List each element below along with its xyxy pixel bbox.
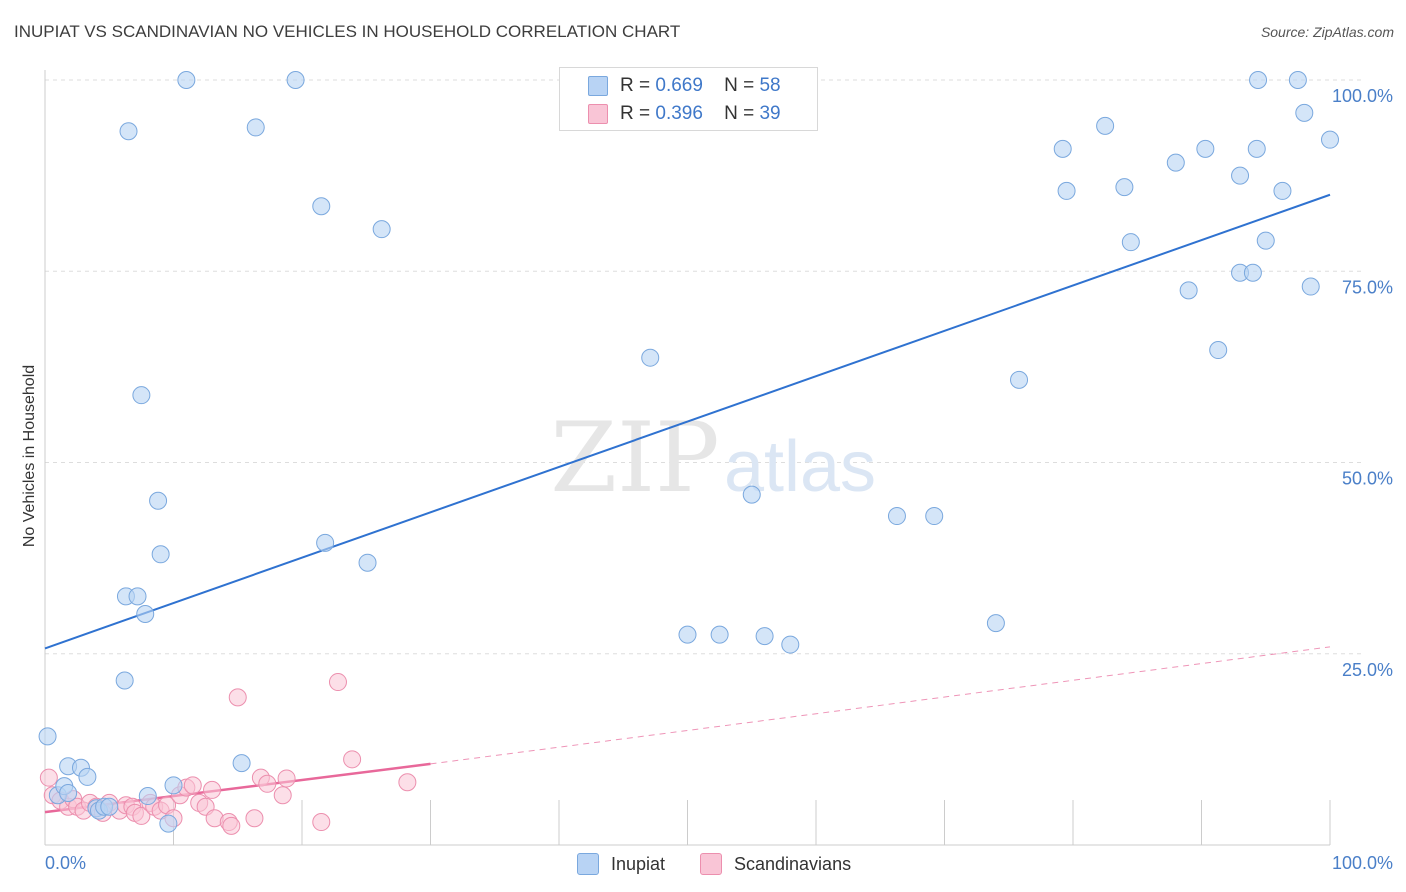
- inupiat-point-45: [1166, 153, 1185, 172]
- y-tick-label-100: 100.0%: [1332, 86, 1393, 106]
- watermark: ZIP atlas: [550, 402, 876, 514]
- scandinavians-trend-extension: [430, 646, 1331, 765]
- inupiat-point-21: [164, 776, 183, 795]
- grid-lines: [45, 79, 1365, 655]
- inupiat-point-18: [149, 491, 168, 510]
- scandinavians-point-31: [245, 809, 264, 828]
- scandinavians-point-0: [39, 768, 58, 787]
- inupiat-point-11: [115, 671, 134, 690]
- y-tick-label-75: 75.0%: [1342, 277, 1393, 297]
- inupiat-point-26: [312, 197, 331, 216]
- inupiat-point-6: [78, 767, 97, 786]
- source-label: Source: ZipAtlas.com: [1260, 24, 1394, 40]
- inupiat-point-47: [1196, 139, 1215, 158]
- inupiat-point-28: [358, 553, 377, 572]
- inupiat-point-24: [246, 118, 265, 137]
- inupiat-point-58: [1301, 277, 1320, 296]
- inupiat-swatch: [588, 76, 608, 96]
- inupiat-legend-label: Inupiat: [611, 853, 666, 874]
- inupiat-trend-line: [44, 193, 1331, 650]
- scandinavians-point-33: [258, 774, 277, 793]
- legend-text-scandinavians: R = 0.396 N = 39: [620, 103, 781, 124]
- inupiat-point-34: [755, 627, 774, 646]
- inupiat-point-48: [1209, 341, 1228, 360]
- inupiat-point-42: [1096, 116, 1115, 135]
- inupiat-point-52: [1247, 139, 1266, 158]
- inupiat-point-32: [710, 625, 729, 644]
- inupiat-point-44: [1121, 233, 1140, 252]
- inupiat-point-53: [1249, 71, 1268, 89]
- inupiat-point-4: [59, 783, 78, 802]
- inupiat-point-17: [138, 787, 157, 806]
- inupiat-point-16: [136, 604, 155, 623]
- inupiat-point-29: [372, 220, 391, 239]
- inupiat-point-37: [925, 507, 944, 526]
- scandinavians-swatch: [588, 104, 608, 124]
- y-tick-label-50: 50.0%: [1342, 469, 1393, 489]
- scandinavians-point-15: [132, 806, 151, 825]
- scandinavians-point-29: [222, 816, 241, 835]
- inupiat-point-39: [1010, 370, 1029, 389]
- inupiat-point-56: [1288, 71, 1307, 89]
- tick-labels: 25.0% 50.0% 75.0% 100.0% 0.0% 100.0%: [45, 86, 1393, 873]
- inupiat-point-30: [641, 348, 660, 367]
- inupiat-point-20: [159, 814, 178, 833]
- inupiat-point-35: [781, 635, 800, 654]
- legend-text-inupiat: R = 0.669 N = 58: [620, 75, 781, 96]
- scandinavians-point-34: [273, 786, 292, 805]
- inupiat-point-55: [1273, 181, 1292, 200]
- x-tick-label-max: 100.0%: [1332, 853, 1393, 873]
- inupiat-point-38: [986, 614, 1005, 633]
- inupiat-point-23: [232, 754, 251, 773]
- inupiat-point-51: [1243, 263, 1262, 282]
- scandinavians-point-30: [228, 688, 247, 707]
- scandinavians-point-37: [328, 673, 347, 692]
- inupiat-point-13: [119, 122, 138, 141]
- inupiat-point-33: [742, 485, 761, 504]
- inupiat-point-14: [128, 587, 147, 606]
- inupiat-point-46: [1179, 281, 1198, 300]
- inupiat-point-49: [1231, 166, 1250, 185]
- inupiat-point-41: [1057, 181, 1076, 200]
- chart-title: INUPIAT VS SCANDINAVIAN NO VEHICLES IN H…: [14, 22, 681, 41]
- scandinavians-point-26: [203, 780, 222, 799]
- stats-legend: R = 0.669 N = 58 R = 0.396 N = 39: [559, 67, 818, 131]
- x-tick-label-min: 0.0%: [45, 853, 86, 873]
- inupiat-point-22: [177, 71, 196, 89]
- inupiat-point-43: [1115, 178, 1134, 197]
- inupiat-point-54: [1256, 231, 1275, 250]
- scandinavians-point-35: [277, 769, 296, 788]
- inupiat-point-57: [1295, 103, 1314, 122]
- scandinavians-point-38: [343, 750, 362, 769]
- inupiat-point-25: [286, 71, 305, 89]
- scandinavians-legend-swatch: [700, 853, 722, 875]
- scandinavians-point-36: [312, 813, 331, 832]
- data-points: [38, 71, 1339, 835]
- inupiat-point-15: [132, 386, 151, 405]
- inupiat-point-19: [151, 545, 170, 564]
- inupiat-point-40: [1053, 139, 1072, 158]
- inupiat-legend-swatch: [577, 853, 599, 875]
- bottom-legend-scandinavians: Scandinavians: [700, 851, 851, 877]
- y-tick-label-25: 25.0%: [1342, 660, 1393, 680]
- inupiat-point-59: [1321, 130, 1339, 149]
- inupiat-point-0: [38, 727, 57, 746]
- scandinavians-legend-label: Scandinavians: [734, 853, 852, 874]
- inupiat-point-27: [316, 533, 335, 552]
- scandinavians-point-23: [183, 776, 202, 795]
- bottom-legend-inupiat: Inupiat: [577, 851, 665, 877]
- scandinavians-point-39: [398, 773, 417, 792]
- inupiat-point-10: [100, 797, 119, 816]
- inupiat-point-31: [678, 625, 697, 644]
- inupiat-point-36: [887, 507, 906, 526]
